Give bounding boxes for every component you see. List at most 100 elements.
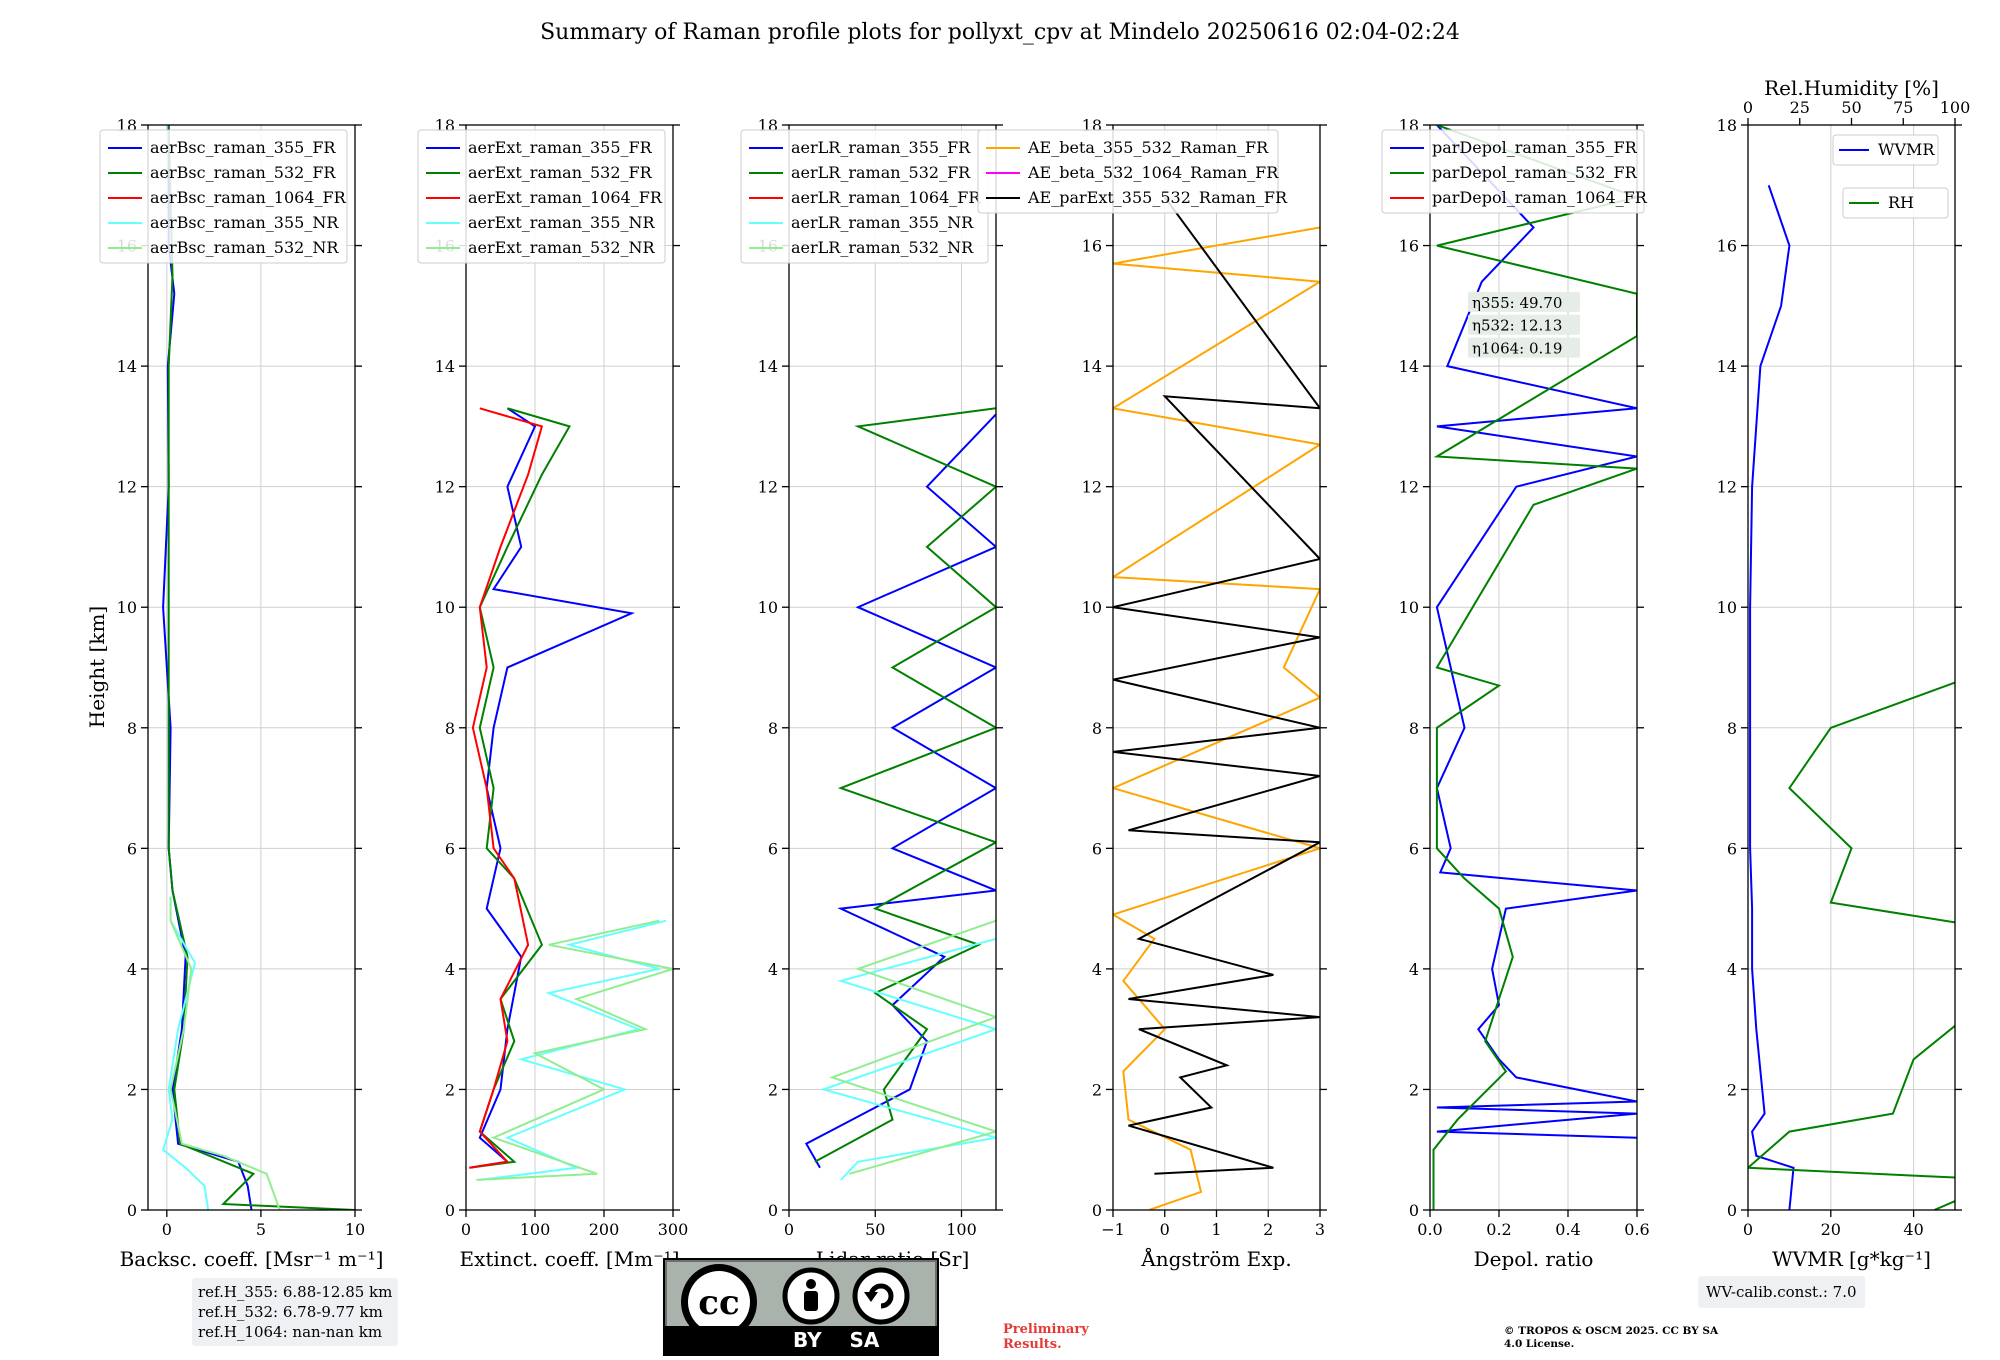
legend-label-aerExt_raman_355_NR: aerExt_raman_355_NR [468,213,656,232]
y-tick-label: 0 [768,1201,778,1220]
legend-box [977,129,1279,214]
x-axis-label-angstrom: Ångström Exp. [1140,1246,1291,1271]
preliminary-results-note: Preliminary Results. [1003,1322,1089,1352]
sa-share-alike-icon [852,1267,910,1325]
series-group-lidar_ratio [804,407,996,1181]
legend-label-aerExt_raman_1064_FR: aerExt_raman_1064_FR [468,188,663,207]
y-tick-label: 2 [1409,1080,1419,1099]
series-line-aerLR_raman_355_FR [804,413,996,1169]
legend-box [1832,134,1939,166]
x-tick-label: 50 [865,1220,885,1239]
y-tick-label: 14 [435,357,455,376]
y-tick-label: 12 [117,478,137,497]
series-line-RH [1748,681,1955,1210]
x-tick-label: 5 [256,1220,266,1239]
figure-title: Summary of Raman profile plots for polly… [540,20,1460,45]
series-line-aerLR_raman_532_FR [814,407,996,1163]
by-body-icon [804,1291,818,1311]
x-tick-label: 0.4 [1555,1220,1580,1239]
legend-label-aerBsc_raman_532_FR: aerBsc_raman_532_FR [150,163,336,182]
x-tick-label: 0 [162,1220,172,1239]
x-tick-label: 2 [1263,1220,1273,1239]
legend-label-aerExt_raman_532_FR: aerExt_raman_532_FR [468,163,653,182]
legend-label-aerBsc_raman_1064_FR: aerBsc_raman_1064_FR [150,188,347,207]
eta-annotation-bg [1468,337,1580,358]
series-line-AE_parExt_355_532_Raman_FR [1113,196,1320,1175]
panel-wv: 0 2 4 6 8 10 12 14 16 18 0 20 40 WVMR [g*kg⁻¹] 0 25 50 75… [1717,76,1971,1271]
y-tick-label: 6 [445,839,455,858]
top-x-tick-label: 75 [1893,98,1913,117]
x-tick-label: 20 [1821,1220,1841,1239]
y-tick-label: 2 [1727,1080,1737,1099]
x-tick-label: 300 [658,1220,689,1239]
panel-backscatter: 0246810121416180510Backsc. coeff. [Msr⁻¹… [99,116,383,1271]
panel-lidar_ratio: 024681012141618050100Lidar ratio [Sr]aer… [740,116,1003,1271]
series-line-aerBsc_raman_355_NR [161,896,210,1210]
sa-arrowhead-icon [864,1292,878,1302]
wv-calibration-box: WV-calib.const.: 7.0 [1698,1276,1865,1308]
cc-badge-top: cc [667,1262,935,1340]
x-axis-label-wv: WVMR [g*kg⁻¹] [1772,1247,1931,1271]
sa-arrow-icon [868,1283,894,1309]
series-line-AE_beta_355_532_Raman_FR [1113,226,1320,1210]
cc-badge-bottom: BY SA [665,1326,937,1354]
ref-h-532: ref.H_532: 6.78-9.77 km [198,1303,383,1321]
series-group-backscatter [161,125,355,1210]
y-tick-label: 8 [1092,719,1102,738]
y-tick-label: 10 [435,598,455,617]
y-tick-label: 0 [1727,1201,1737,1220]
x-tick-label: 3 [1315,1220,1325,1239]
x-tick-label: 0 [461,1220,471,1239]
y-tick-label: 14 [1717,357,1737,376]
series-line-aerBsc_raman_355_FR [162,125,253,1210]
y-tick-label: 4 [768,960,778,979]
legend-label-aerBsc_raman_532_NR: aerBsc_raman_532_NR [150,238,339,257]
y-tick-label: 0 [127,1201,137,1220]
x-tick-label: 10 [345,1220,365,1239]
legend-label-AE_beta_532_1064_Raman_FR: AE_beta_532_1064_Raman_FR [1027,163,1279,182]
x-axis-label-extinction: Extinct. coeff. [Mm⁻¹] [459,1247,679,1271]
x-tick-label: −1 [1101,1220,1125,1239]
x-tick-label: 0.2 [1486,1220,1511,1239]
top-x-tick-label: 50 [1841,98,1861,117]
y-tick-label: 12 [1082,478,1102,497]
x-tick-label: 0 [784,1220,794,1239]
x-tick-label: 100 [520,1220,551,1239]
eta-annotation-bg [1468,291,1580,312]
series-line-parDepol_raman_532_FR [1432,125,1637,1210]
legend-box [1842,187,1949,219]
x-tick-label: 0.6 [1624,1220,1649,1239]
legend-label-aerBsc_raman_355_NR: aerBsc_raman_355_NR [150,213,339,232]
legend-label-aerLR_raman_532_FR: aerLR_raman_532_FR [791,163,971,182]
panel-frame [1747,124,1956,1211]
y-axis-label: Height [km] [85,606,109,728]
legend-label-aerLR_raman_355_NR: aerLR_raman_355_NR [791,213,974,232]
cc-letters: cc [698,1283,739,1323]
ref-h-355: ref.H_355: 6.88-12.85 km [198,1283,393,1301]
x-tick-label: 100 [946,1220,977,1239]
panel-frame [1429,124,1638,1211]
y-tick-label: 6 [768,839,778,858]
y-tick-label: 8 [1727,719,1737,738]
y-tick-label: 10 [117,598,137,617]
series-line-aerLR_raman_355_NR [820,937,996,1181]
y-tick-label: 14 [1399,357,1419,376]
y-tick-label: 8 [1409,719,1419,738]
x-tick-label: 200 [589,1220,620,1239]
legend-label-RH: RH [1888,193,1914,212]
y-tick-label: 12 [435,478,455,497]
cc-circle-inner [688,1271,750,1333]
y-tick-label: 4 [1409,960,1419,979]
legend-label-aerExt_raman_355_FR: aerExt_raman_355_FR [468,138,653,157]
legend-label-WVMR: WVMR [1878,140,1935,159]
series-group-wv [1748,184,1955,1210]
y-tick-label: 14 [1082,357,1102,376]
y-tick-label: 4 [445,960,455,979]
y-tick-label: 16 [1717,237,1737,256]
series-group-depol [1432,125,1637,1210]
top-x-tick-label: 100 [1940,98,1971,117]
y-tick-label: 12 [1717,478,1737,497]
legend-label-parDepol_raman_355_FR: parDepol_raman_355_FR [1432,138,1638,157]
y-tick-label: 10 [1082,598,1102,617]
